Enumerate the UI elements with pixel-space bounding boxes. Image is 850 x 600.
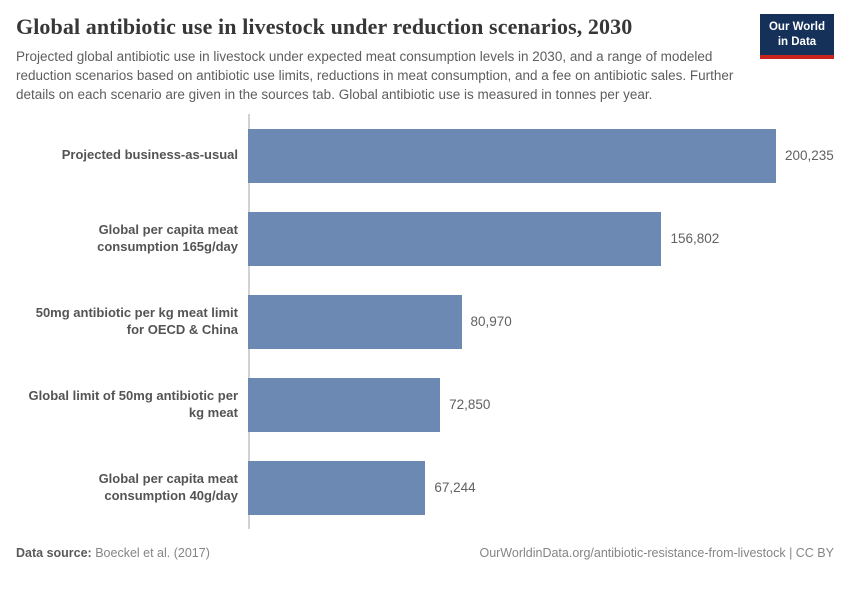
data-source-value: Boeckel et al. (2017) <box>95 546 210 561</box>
bar-track: 156,802 <box>248 211 776 266</box>
data-source-label: Data source: <box>16 546 92 561</box>
bar-chart: Projected business-as-usual 200,235 Global… <box>16 114 834 530</box>
header: Global antibiotic use in livestock under… <box>16 14 834 104</box>
bar-row: Global limit of 50mg antibiotic per kg m… <box>16 363 834 446</box>
value-label: 67,244 <box>434 480 476 496</box>
bar-track: 72,850 <box>248 377 776 432</box>
category-label: Global limit of 50mg antibiotic per kg m… <box>28 387 238 420</box>
owid-logo-line1: Our World <box>768 21 825 33</box>
bar[interactable] <box>248 128 776 183</box>
bar[interactable] <box>248 460 426 515</box>
data-source: Data source: Boeckel et al. (2017) <box>16 546 210 560</box>
category-label: Projected business-as-usual <box>61 147 238 163</box>
attribution-link[interactable]: OurWorldinData.org/antibiotic-resistance… <box>479 546 834 561</box>
owid-logo-line2: in Data <box>777 35 817 48</box>
header-text: Global antibiotic use in livestock under… <box>16 14 746 104</box>
chart-subtitle: Projected global antibiotic use in lives… <box>16 49 734 102</box>
value-label: 200,235 <box>785 148 834 164</box>
category-label: Global per capita meat consumption 165g/… <box>97 221 238 254</box>
bar-track: 67,244 <box>248 460 776 515</box>
footer: Data source: Boeckel et al. (2017) OurWo… <box>16 546 834 560</box>
bar-track: 80,970 <box>248 294 776 349</box>
bar-row: Projected business-as-usual 200,235 <box>16 114 834 197</box>
category-label: 50mg antibiotic per kg meat limit for OE… <box>35 304 238 337</box>
bar[interactable] <box>248 211 662 266</box>
owid-logo[interactable]: Our World in Data <box>760 14 834 59</box>
bar[interactable] <box>248 294 462 349</box>
value-label: 156,802 <box>670 231 720 247</box>
category-label: Global per capita meat consumption 40g/d… <box>98 470 238 503</box>
bar[interactable] <box>248 377 441 432</box>
value-label: 72,850 <box>449 397 491 413</box>
bar-track: 200,235 <box>248 128 834 183</box>
bar-row: 50mg antibiotic per kg meat limit for OE… <box>16 280 834 363</box>
chart-title: Global antibiotic use in livestock under… <box>16 14 633 39</box>
plot-rows: Projected business-as-usual 200,235 Global… <box>16 114 834 529</box>
value-label: 80,970 <box>470 314 512 330</box>
bar-row: Global per capita meat consumption 40g/d… <box>16 446 834 529</box>
bar-row: Global per capita meat consumption 165g/… <box>16 197 834 280</box>
